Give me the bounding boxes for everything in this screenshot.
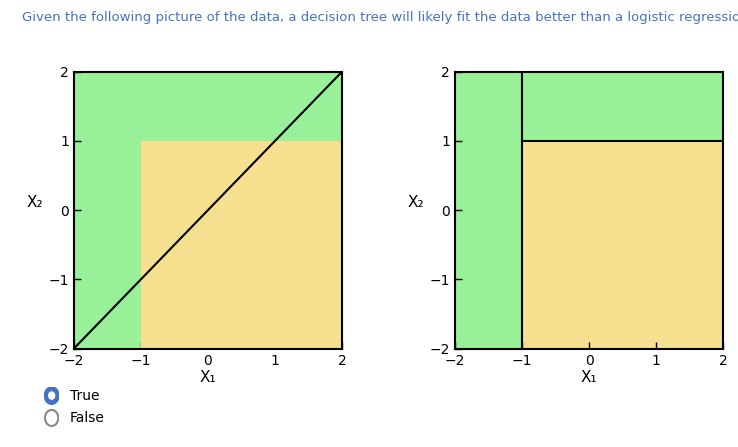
Text: True: True (70, 388, 100, 403)
Bar (522, 141, 723, 349)
Circle shape (45, 388, 58, 404)
Bar (455, 72, 522, 349)
Circle shape (49, 392, 55, 399)
Bar (141, 141, 342, 349)
Bar (522, 72, 723, 141)
Text: False: False (70, 411, 105, 425)
Text: Given the following picture of the data, a decision tree will likely fit the dat: Given the following picture of the data,… (22, 11, 738, 24)
Y-axis label: X₂: X₂ (27, 195, 43, 210)
Y-axis label: X₂: X₂ (407, 195, 424, 210)
X-axis label: X₁: X₁ (200, 370, 216, 385)
X-axis label: X₁: X₁ (581, 370, 597, 385)
